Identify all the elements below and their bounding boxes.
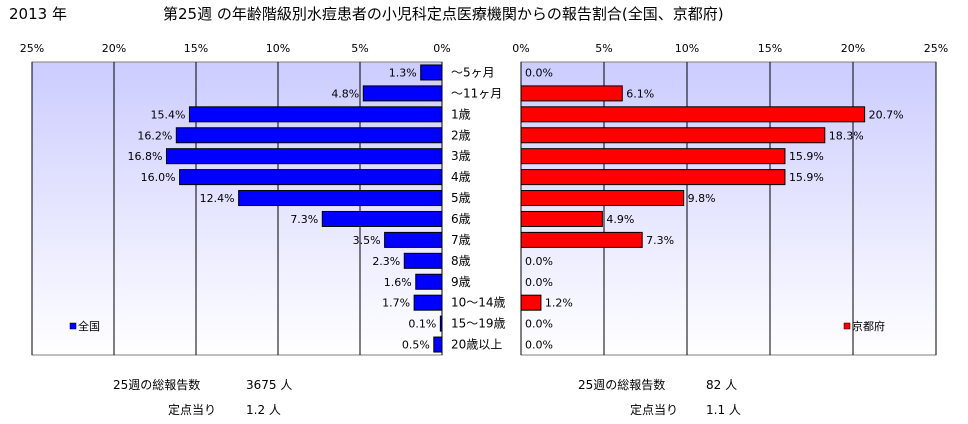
left-bar [175,127,443,144]
left-value-label: 16.2% [137,129,172,142]
right-footer: 25週の総報告数 82 人 定点当り 1.1 人 [578,377,741,417]
left-value-label: 1.6% [384,276,412,289]
chart-title: 第25週 の年齢階級別水痘患者の小児科定点医療機関からの報告割合(全国、京都府) [163,5,724,23]
right-tick-label: 25% [924,42,948,55]
left-panel: 25% 20% 15% 10% 5% 0% 1.3% 4.8% 15.4% 16.2% 16.8% 1… [20,42,451,356]
right-value-label: 0.0% [525,255,553,268]
category-label: ～5ヶ月 [451,65,495,79]
right-value-label: 7.3% [646,234,674,247]
year-label: 2013 年 [9,5,67,23]
category-label: 4歳 [451,170,471,184]
left-bar [439,315,443,332]
left-per-value: 1.2 人 [246,403,281,417]
right-total-label: 25週の総報告数 [578,377,665,392]
right-plot-area [520,61,937,356]
right-bar [520,231,643,248]
left-value-label: 16.8% [128,150,163,163]
right-value-label: 6.1% [626,87,654,100]
left-total-value: 3675 人 [246,378,292,392]
category-label: 6歳 [451,212,471,226]
right-bar [520,127,826,144]
right-bar [520,294,542,311]
right-value-label: 0.0% [525,318,553,331]
left-tick-label: 15% [184,42,208,55]
left-bar [179,169,443,186]
right-tick-label: 0% [512,42,529,55]
left-tick-label: 5% [351,42,368,55]
right-bar [520,190,685,207]
left-bar [238,190,443,207]
left-value-label: 4.8% [331,87,359,100]
right-value-label: 0.0% [525,66,553,79]
right-value-label: 0.0% [525,276,553,289]
right-legend-label: 京都府 [852,319,885,333]
right-bar [520,148,786,165]
right-value-label: 20.7% [869,108,904,121]
left-value-label: 12.4% [200,192,235,205]
right-per-value: 1.1 人 [706,403,741,417]
left-tick-label: 10% [266,42,290,55]
right-value-label: 4.9% [606,213,634,226]
left-bar [403,252,443,269]
category-labels: ～5ヶ月 ～11ヶ月 1歳 2歳 3歳 4歳 5歳 6歳 7歳 8歳 9歳 10～14歳 15～19歳 2… [451,65,506,351]
left-value-label: 1.7% [382,297,410,310]
left-bar [420,64,443,81]
left-tick-label: 25% [20,42,44,55]
left-plot-area [31,61,443,356]
left-bar [188,106,443,123]
right-value-label: 0.0% [525,339,553,352]
left-tick-label: 0% [433,42,450,55]
left-bar [413,294,443,311]
left-total-label: 25週の総報告数 [113,377,200,392]
right-tick-label: 20% [841,42,865,55]
right-total-value: 82 人 [706,378,737,392]
left-bar [415,273,443,290]
left-value-label: 2.3% [372,255,400,268]
right-bar [520,210,603,227]
category-label: 10～14歳 [451,296,506,310]
right-tick-label: 5% [595,42,612,55]
category-label: 9歳 [451,275,471,289]
category-label: 7歳 [451,233,471,247]
right-value-label: 18.3% [829,129,864,142]
left-value-label: 7.3% [290,213,318,226]
left-value-label: 0.5% [402,339,430,352]
right-tick-label: 15% [758,42,782,55]
right-bar [520,169,786,186]
right-bar [520,106,866,123]
category-label: 5歳 [451,191,471,205]
right-panel: 0% 5% 10% 15% 20% 25% 0.0% 6.1% 20.7% 18.3% 15.9% 1… [512,42,948,356]
category-label: 1歳 [451,107,471,121]
left-bar [165,148,443,165]
right-value-label: 1.2% [545,297,573,310]
left-bar [321,210,443,227]
left-value-label: 16.0% [141,171,176,184]
left-legend-swatch [69,322,77,330]
right-value-label: 9.8% [688,192,716,205]
right-tick-label: 10% [675,42,699,55]
right-bar [520,85,623,102]
category-label: 15～19歳 [451,317,506,331]
category-label: 8歳 [451,254,471,268]
left-value-label: 3.5% [353,234,381,247]
left-tick-label: 20% [102,42,126,55]
left-legend-label: 全国 [78,319,100,333]
category-label: 20歳以上 [451,338,502,352]
right-per-label: 定点当り [630,402,678,417]
right-value-label: 15.9% [789,171,824,184]
left-bar [362,85,443,102]
left-value-label: 15.4% [150,108,185,121]
left-bar [384,231,443,248]
right-legend-swatch [843,322,851,330]
left-value-label: 1.3% [389,66,417,79]
right-value-label: 15.9% [789,150,824,163]
category-label: 2歳 [451,128,471,142]
category-label: ～11ヶ月 [451,86,502,100]
left-value-label: 0.1% [408,318,436,331]
left-per-label: 定点当り [168,402,216,417]
left-bar [433,336,443,353]
category-label: 3歳 [451,149,471,163]
left-footer: 25週の総報告数 3675 人 定点当り 1.2 人 [113,377,292,417]
